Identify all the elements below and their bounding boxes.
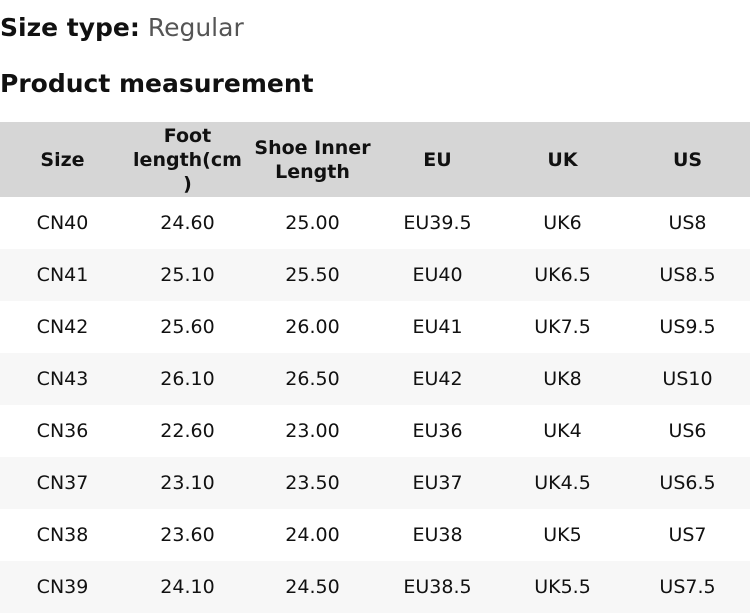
cell-uk: UK5.5: [500, 561, 625, 613]
cell-foot-length: 23.10: [125, 457, 250, 509]
cell-uk: UK4: [543, 420, 582, 442]
cell-size: CN42: [36, 316, 89, 338]
cell-eu: EU40: [375, 249, 500, 301]
cell-eu: EU38.5: [375, 561, 500, 613]
table-row: CN36 22.60 23.00 EU36 UK4 US6: [0, 405, 750, 457]
header-uk: UK: [500, 122, 625, 197]
size-table: Size Foot length(cm ) Shoe Inner Length …: [0, 122, 750, 613]
header-foot-length: Foot length(cm ): [125, 122, 250, 197]
cell-foot-length: 25.60: [160, 316, 215, 338]
cell-size: CN43: [0, 353, 125, 405]
cell-us: US10: [625, 353, 750, 405]
header-eu: EU: [375, 122, 500, 197]
cell-uk: UK6: [543, 212, 582, 234]
table-header-row: Size Foot length(cm ) Shoe Inner Length …: [0, 122, 750, 197]
section-heading: Product measurement: [0, 69, 314, 98]
cell-eu: EU38: [412, 524, 463, 546]
cell-foot-length: 24.10: [125, 561, 250, 613]
cell-uk: UK5: [543, 524, 582, 546]
size-type-label: Size type:: [0, 13, 140, 42]
cell-uk: UK8: [500, 353, 625, 405]
cell-us: US6.5: [625, 457, 750, 509]
cell-eu: EU42: [375, 353, 500, 405]
cell-us: US7.5: [625, 561, 750, 613]
cell-eu: EU37: [375, 457, 500, 509]
cell-shoe-inner-length: 25.00: [285, 212, 340, 234]
cell-uk: UK7.5: [534, 316, 591, 338]
cell-uk: UK6.5: [500, 249, 625, 301]
cell-foot-length: 22.60: [160, 420, 215, 442]
table-row: CN37 23.10 23.50 EU37 UK4.5 US6.5: [0, 457, 750, 509]
cell-shoe-inner-length: 23.00: [285, 420, 340, 442]
table-row: CN40 24.60 25.00 EU39.5 UK6 US8: [0, 197, 750, 249]
cell-us: US8: [668, 212, 707, 234]
cell-eu: EU39.5: [403, 212, 472, 234]
cell-foot-length: 25.10: [125, 249, 250, 301]
cell-us: US9.5: [659, 316, 716, 338]
cell-foot-length: 24.60: [160, 212, 215, 234]
cell-shoe-inner-length: 23.50: [250, 457, 375, 509]
table-row: CN41 25.10 25.50 EU40 UK6.5 US8.5: [0, 249, 750, 301]
table-row: CN43 26.10 26.50 EU42 UK8 US10: [0, 353, 750, 405]
cell-eu: EU36: [412, 420, 463, 442]
cell-size: CN36: [36, 420, 89, 442]
cell-size: CN38: [36, 524, 89, 546]
cell-size: CN39: [0, 561, 125, 613]
size-type: Size type: Regular: [0, 12, 244, 44]
cell-us: US8.5: [625, 249, 750, 301]
cell-shoe-inner-length: 25.50: [250, 249, 375, 301]
cell-size: CN41: [0, 249, 125, 301]
cell-shoe-inner-length: 26.00: [285, 316, 340, 338]
cell-size: CN40: [36, 212, 89, 234]
size-type-value: Regular: [147, 13, 244, 42]
cell-uk: UK4.5: [500, 457, 625, 509]
table-row: CN42 25.60 26.00 EU41 UK7.5 US9.5: [0, 301, 750, 353]
cell-us: US6: [668, 420, 707, 442]
header-us: US: [625, 122, 750, 197]
cell-shoe-inner-length: 26.50: [250, 353, 375, 405]
header-shoe-inner-length: Shoe Inner Length: [250, 122, 375, 197]
cell-foot-length: 26.10: [125, 353, 250, 405]
cell-us: US7: [668, 524, 707, 546]
table-row: CN39 24.10 24.50 EU38.5 UK5.5 US7.5: [0, 561, 750, 613]
cell-shoe-inner-length: 24.50: [250, 561, 375, 613]
cell-eu: EU41: [412, 316, 463, 338]
header-size: Size: [0, 122, 125, 197]
cell-shoe-inner-length: 24.00: [285, 524, 340, 546]
table-row: CN38 23.60 24.00 EU38 UK5 US7: [0, 509, 750, 561]
cell-size: CN37: [0, 457, 125, 509]
cell-foot-length: 23.60: [160, 524, 215, 546]
